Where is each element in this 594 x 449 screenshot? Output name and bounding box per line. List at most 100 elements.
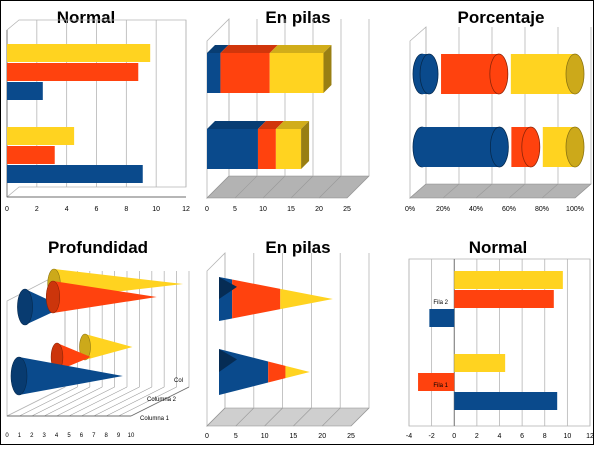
floor-line <box>442 183 460 199</box>
bar-orange <box>7 146 55 164</box>
bar-blue <box>7 82 43 100</box>
floor-line <box>106 386 165 417</box>
bar-blue-cap <box>419 53 439 95</box>
category-label: Fila 2 <box>433 300 448 306</box>
floor <box>206 175 370 199</box>
chart-title: Porcentaje <box>458 8 545 27</box>
cone-blue-base <box>10 356 28 396</box>
x-tick-label: 4 <box>65 206 69 213</box>
depth-label: Columna 2 <box>147 397 177 403</box>
bar-end-face <box>301 121 310 169</box>
floor-line <box>19 386 78 417</box>
floor-line <box>574 183 592 199</box>
x-tick-label: 0 <box>5 206 9 213</box>
floor-line <box>508 183 526 199</box>
bar-orange <box>441 54 499 94</box>
bar-orange-top <box>220 45 278 53</box>
bar-orange-cap <box>489 53 509 95</box>
x-tick-label: 1 <box>18 433 22 439</box>
floor-line <box>346 175 370 199</box>
bar-orange <box>418 373 455 391</box>
floor-line <box>81 386 140 417</box>
bar-orange <box>220 53 270 93</box>
floor <box>206 407 370 427</box>
floor-line <box>118 386 177 417</box>
x-tick-label: 6 <box>80 433 84 439</box>
cone-segment-yellow <box>280 288 333 310</box>
bar-yellow <box>454 354 506 372</box>
x-tick-label: 5 <box>234 433 238 440</box>
x-tick-label: 9 <box>117 433 121 439</box>
x-tick-label: 60% <box>502 206 516 213</box>
x-tick-label: -2 <box>429 433 435 440</box>
bar-orange-cap <box>521 126 541 168</box>
bar-orange <box>7 63 139 81</box>
x-tick-label: 8 <box>105 433 109 439</box>
x-tick-label: 80% <box>535 206 549 213</box>
cone-segment-orange <box>232 279 281 319</box>
bar-yellow-top <box>275 121 310 129</box>
floor <box>409 183 592 199</box>
x-tick-label: 12 <box>586 433 593 440</box>
floor-line <box>264 407 283 427</box>
floor-line <box>93 386 152 417</box>
floor-line <box>475 183 493 199</box>
cone-orange-base <box>45 280 61 314</box>
x-tick-label: 15 <box>290 433 298 440</box>
x-tick-label: 4 <box>55 433 59 439</box>
bar-yellow <box>275 129 302 169</box>
floor-line <box>293 407 312 427</box>
x-tick-label: 12 <box>182 206 190 213</box>
cone-blue <box>25 289 64 325</box>
x-tick-label: 20% <box>436 206 450 213</box>
x-tick-label: 8 <box>124 206 128 213</box>
x-tick-label: 0% <box>405 206 415 213</box>
bar-blue <box>7 165 143 183</box>
bar-yellow-cap <box>565 53 585 95</box>
side-wall <box>409 26 427 199</box>
x-tick-label: 5 <box>67 433 71 439</box>
cone-yellow <box>85 334 133 360</box>
x-tick-label: 8 <box>543 433 547 440</box>
bar-yellow-top <box>269 45 332 53</box>
cone-orange <box>57 343 91 371</box>
bar-blue <box>207 53 221 93</box>
floor-line <box>262 175 286 199</box>
floor-line <box>235 407 255 427</box>
floor-line <box>68 386 128 417</box>
bar-yellow <box>510 54 575 94</box>
x-tick-label: 0 <box>5 433 9 439</box>
x-tick-label: 10 <box>259 206 267 213</box>
cone-segment-orange <box>268 361 286 383</box>
bar-blue <box>454 392 558 410</box>
x-tick-label: 6 <box>95 206 99 213</box>
floor-line <box>321 407 341 427</box>
chart-title: Normal <box>469 238 528 257</box>
x-tick-label: 20 <box>315 206 323 213</box>
cone-shadow <box>219 349 237 372</box>
chart-title: En pilas <box>265 8 330 27</box>
bar-blue-top <box>207 121 266 129</box>
bar-blue-top <box>207 45 229 53</box>
x-tick-label: 0 <box>452 433 456 440</box>
x-tick-label: 20 <box>318 433 326 440</box>
x-tick-label: 10 <box>261 433 269 440</box>
bar-orange <box>257 129 276 169</box>
bar-end-face <box>323 45 332 93</box>
chart-title: Normal <box>57 8 116 27</box>
x-tick-label: 7 <box>92 433 96 439</box>
floor-line <box>290 175 314 199</box>
depth-axis <box>130 386 190 417</box>
chart-title: Profundidad <box>48 238 148 257</box>
category-label: Fila 1 <box>433 383 448 389</box>
bar-yellow <box>7 127 75 145</box>
floor-line <box>234 175 258 199</box>
floor-line <box>44 386 103 417</box>
x-tick-label: 6 <box>520 433 524 440</box>
bar-yellow <box>7 44 151 62</box>
floor-line <box>350 407 370 427</box>
x-tick-label: 10 <box>563 433 571 440</box>
x-tick-label: 40% <box>469 206 483 213</box>
